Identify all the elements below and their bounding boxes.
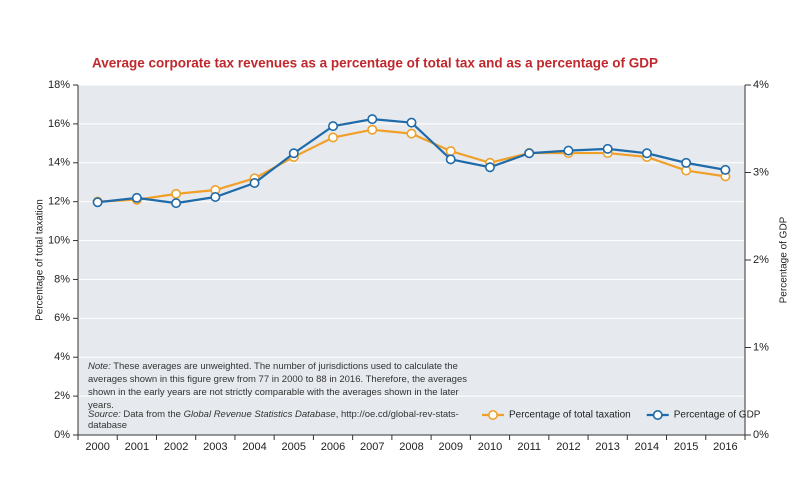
marker <box>406 117 417 128</box>
marker <box>171 198 182 209</box>
marker <box>288 148 299 159</box>
x-tick-label: 2005 <box>282 441 306 453</box>
marker <box>171 188 182 199</box>
x-tick-label: 2007 <box>360 441 384 453</box>
legend-marker <box>487 409 498 420</box>
marker <box>367 124 378 135</box>
marker <box>328 121 339 132</box>
marker <box>602 143 613 154</box>
marker <box>210 192 221 203</box>
y2-tick-label: 2% <box>753 254 769 266</box>
x-tick-label: 2002 <box>164 441 188 453</box>
x-tick-label: 2001 <box>125 441 149 453</box>
marker <box>681 157 692 168</box>
chart-title: Average corporate tax revenues as a perc… <box>92 56 658 71</box>
y-tick-label: 12% <box>48 196 70 208</box>
marker <box>367 114 378 125</box>
marker <box>131 192 142 203</box>
y-axis-label: Percentage of total taxation <box>35 199 46 321</box>
y-tick-label: 6% <box>54 312 70 324</box>
legend-label: Percentage of GDP <box>674 410 761 421</box>
x-tick-label: 2008 <box>399 441 423 453</box>
x-tick-label: 2012 <box>556 441 580 453</box>
marker <box>524 148 535 159</box>
y2-tick-label: 0% <box>753 429 769 441</box>
y-tick-label: 14% <box>48 157 70 169</box>
x-tick-label: 2006 <box>321 441 345 453</box>
legend-label: Percentage of total taxation <box>509 410 631 421</box>
y-tick-label: 4% <box>54 351 70 363</box>
marker <box>720 164 731 175</box>
x-tick-label: 2016 <box>713 441 737 453</box>
y-tick-label: 2% <box>54 390 70 402</box>
marker <box>406 128 417 139</box>
source-prefix: Data from the <box>123 409 181 420</box>
note-label: Note: <box>88 361 111 372</box>
x-tick-label: 2014 <box>635 441 659 453</box>
y2-tick-label: 3% <box>753 166 769 178</box>
legend-marker <box>652 409 663 420</box>
plot-area <box>78 85 745 435</box>
x-tick-label: 2003 <box>203 441 227 453</box>
y-tick-label: 18% <box>48 79 70 91</box>
marker <box>445 146 456 157</box>
x-tick-label: 2000 <box>85 441 109 453</box>
x-tick-label: 2004 <box>242 441 266 453</box>
y-tick-label: 16% <box>48 118 70 130</box>
y2-axis-label: Percentage of GDP <box>779 216 790 303</box>
y-tick-label: 8% <box>54 273 70 285</box>
note-text: These averages are unweighted. The numbe… <box>88 361 467 411</box>
x-tick-label: 2015 <box>674 441 698 453</box>
marker <box>641 148 652 159</box>
source-suffix: , http://oe.cd/global-rev-stats-database <box>88 409 459 431</box>
x-tick-label: 2009 <box>438 441 462 453</box>
x-tick-label: 2011 <box>517 441 541 453</box>
y-tick-label: 0% <box>54 429 70 441</box>
marker <box>484 162 495 173</box>
marker <box>563 145 574 156</box>
source-database: Global Revenue Statistics Database <box>183 409 336 420</box>
marker <box>328 132 339 143</box>
marker <box>249 178 260 189</box>
x-tick-label: 2010 <box>478 441 502 453</box>
source: Source: Data from the Global Revenue Sta… <box>88 409 488 431</box>
y2-tick-label: 1% <box>753 341 769 353</box>
y2-tick-label: 4% <box>753 79 769 91</box>
x-tick-label: 2013 <box>595 441 619 453</box>
marker <box>92 197 103 208</box>
note: Note: These averages are unweighted. The… <box>88 360 468 412</box>
source-label: Source: <box>88 409 121 420</box>
marker <box>445 154 456 165</box>
y-tick-label: 10% <box>48 234 70 246</box>
